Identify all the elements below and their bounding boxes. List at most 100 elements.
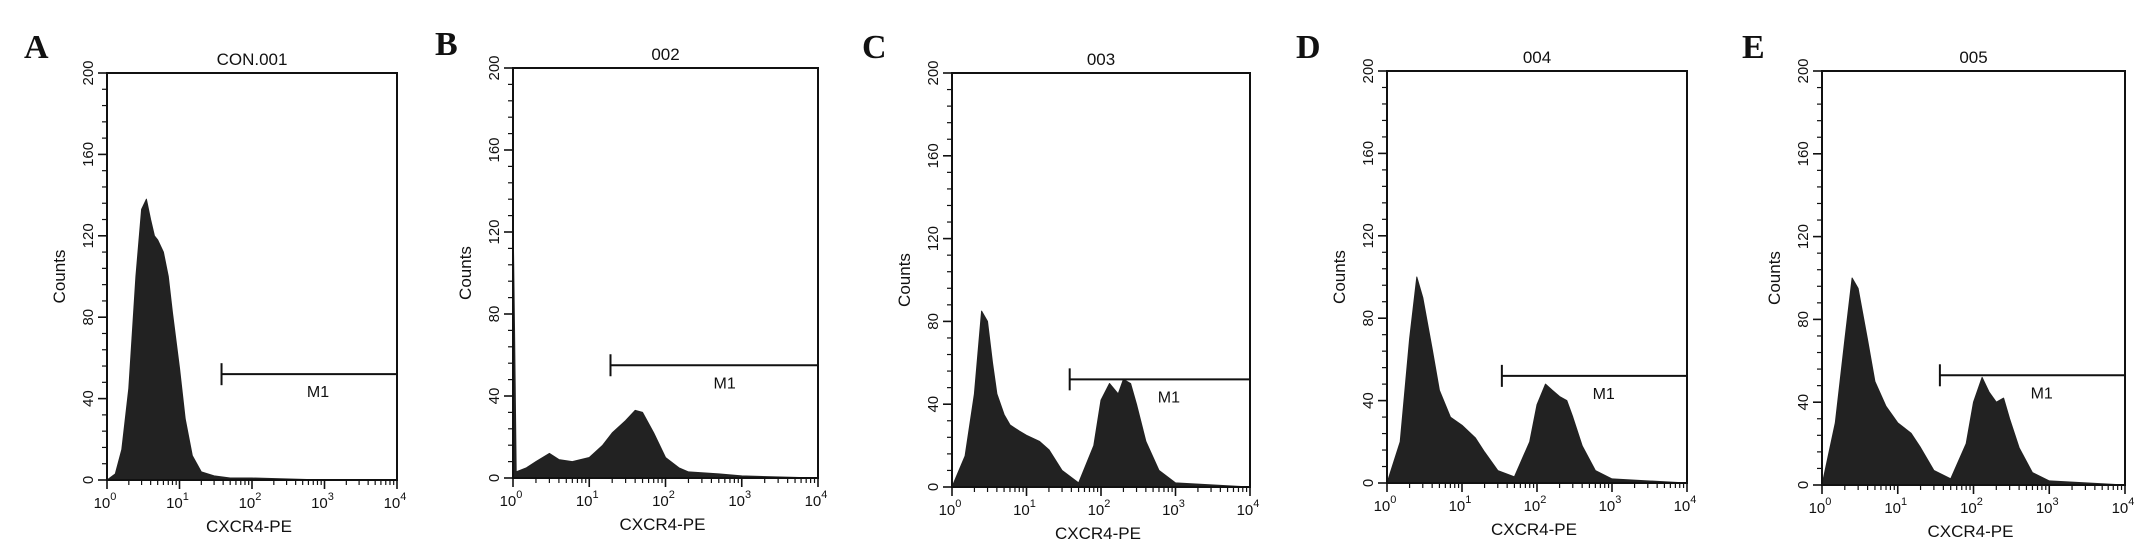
x-tick-label: 102 <box>1088 498 1111 519</box>
x-tick-exponent: 4 <box>2128 496 2134 508</box>
y-tick-label: 120 <box>1795 224 1812 249</box>
y-axis-label: Counts <box>1765 251 1784 305</box>
x-axis-label: CXCR4-PE <box>1055 524 1141 543</box>
x-tick-base: 10 <box>1237 502 1254 519</box>
x-tick-label: 100 <box>939 498 962 519</box>
panel-letter: D <box>1296 29 1321 66</box>
gate-label: M1 <box>1593 386 1615 403</box>
panel-title: 004 <box>1523 48 1551 67</box>
x-tick-exponent: 1 <box>593 489 599 501</box>
x-tick-exponent: 4 <box>1253 498 1259 510</box>
y-tick-label: 80 <box>80 309 97 326</box>
x-tick-label: 104 <box>2112 496 2135 517</box>
x-tick-label: 100 <box>500 489 523 510</box>
x-tick-exponent: 3 <box>745 489 751 501</box>
gate-label: M1 <box>1158 389 1180 406</box>
x-tick-label: 100 <box>1809 496 1832 517</box>
x-tick-label: 101 <box>1449 494 1472 515</box>
y-tick-label: 80 <box>1360 310 1377 327</box>
y-tick-label: 160 <box>1795 141 1812 166</box>
x-axis-label: CXCR4-PE <box>1491 520 1577 539</box>
x-tick-exponent: 1 <box>1465 494 1471 506</box>
y-axis-label: Counts <box>50 250 69 304</box>
x-tick-label: 102 <box>652 489 675 510</box>
x-tick-base: 10 <box>1374 498 1391 515</box>
panel-title: 005 <box>1959 48 1987 67</box>
x-tick-exponent: 0 <box>955 498 961 510</box>
y-tick-label: 160 <box>486 137 503 162</box>
panel-title: 002 <box>651 45 679 64</box>
histogram-area <box>106 198 398 481</box>
x-tick-exponent: 0 <box>110 491 116 503</box>
y-tick-label: 120 <box>925 226 942 251</box>
x-tick-exponent: 1 <box>1030 498 1036 510</box>
x-tick-base: 10 <box>652 493 669 510</box>
y-tick-label: 0 <box>80 476 97 484</box>
x-tick-label: 103 <box>311 491 334 512</box>
x-tick-label: 101 <box>166 491 189 512</box>
x-tick-label: 101 <box>576 489 599 510</box>
panel-title: CON.001 <box>217 50 288 69</box>
x-tick-exponent: 1 <box>183 491 189 503</box>
x-tick-label: 103 <box>1162 498 1185 519</box>
x-tick-base: 10 <box>1013 502 1030 519</box>
y-tick-label: 80 <box>925 313 942 330</box>
x-tick-exponent: 1 <box>1901 496 1907 508</box>
y-tick-label: 160 <box>925 143 942 168</box>
x-tick-base: 10 <box>1960 500 1977 517</box>
x-tick-base: 10 <box>239 495 256 512</box>
x-tick-label: 103 <box>2036 496 2059 517</box>
x-tick-label: 103 <box>728 489 751 510</box>
x-tick-exponent: 4 <box>400 491 406 503</box>
x-tick-label: 101 <box>1013 498 1036 519</box>
x-tick-base: 10 <box>939 502 956 519</box>
x-tick-exponent: 2 <box>1104 498 1110 510</box>
x-tick-label: 104 <box>1674 494 1697 515</box>
y-tick-label: 40 <box>1795 394 1812 411</box>
y-tick-label: 0 <box>1795 481 1812 489</box>
histogram-area <box>512 211 819 479</box>
x-tick-exponent: 2 <box>669 489 675 501</box>
x-tick-label: 104 <box>805 489 828 510</box>
x-tick-exponent: 2 <box>1977 496 1983 508</box>
panel-letter: C <box>862 29 887 66</box>
gate-label: M1 <box>307 384 329 401</box>
x-tick-base: 10 <box>166 495 183 512</box>
y-tick-label: 120 <box>1360 223 1377 248</box>
x-tick-label: 102 <box>1960 496 1983 517</box>
x-tick-label: 100 <box>1374 494 1397 515</box>
y-axis-label: Counts <box>1330 250 1349 304</box>
y-tick-label: 120 <box>486 219 503 244</box>
x-tick-base: 10 <box>384 495 401 512</box>
x-tick-base: 10 <box>1524 498 1541 515</box>
x-tick-base: 10 <box>805 493 822 510</box>
y-tick-label: 80 <box>1795 311 1812 328</box>
x-tick-base: 10 <box>2112 500 2129 517</box>
x-tick-label: 102 <box>239 491 262 512</box>
x-tick-base: 10 <box>1884 500 1901 517</box>
x-tick-exponent: 2 <box>1540 494 1546 506</box>
y-tick-label: 40 <box>80 390 97 407</box>
x-tick-base: 10 <box>1809 500 1826 517</box>
panel-letter: E <box>1742 29 1765 66</box>
x-axis-label: CXCR4-PE <box>206 517 292 536</box>
histogram-area <box>1821 277 2126 486</box>
x-tick-label: 100 <box>94 491 117 512</box>
x-tick-base: 10 <box>1599 498 1616 515</box>
y-axis-label: Counts <box>456 246 475 300</box>
x-tick-exponent: 2 <box>255 491 261 503</box>
x-tick-label: 102 <box>1524 494 1547 515</box>
x-tick-exponent: 3 <box>1615 494 1621 506</box>
x-tick-base: 10 <box>94 495 111 512</box>
plot-frame <box>512 67 819 479</box>
x-tick-base: 10 <box>1162 502 1179 519</box>
x-tick-base: 10 <box>1449 498 1466 515</box>
y-tick-label: 200 <box>1795 58 1812 83</box>
y-tick-label: 80 <box>486 306 503 323</box>
x-tick-exponent: 3 <box>328 491 334 503</box>
x-axis-label: CXCR4-PE <box>1928 522 2014 541</box>
